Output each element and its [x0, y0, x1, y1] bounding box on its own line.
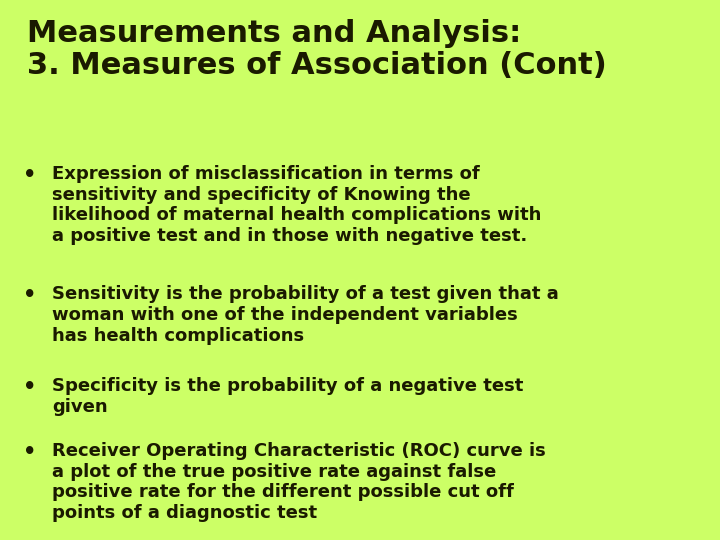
Text: Receiver Operating Characteristic (ROC) curve is
a plot of the true positive rat: Receiver Operating Characteristic (ROC) …	[52, 442, 546, 522]
Text: Measurements and Analysis:
3. Measures of Association (Cont): Measurements and Analysis: 3. Measures o…	[27, 19, 607, 80]
Text: Sensitivity is the probability of a test given that a
woman with one of the inde: Sensitivity is the probability of a test…	[52, 285, 559, 345]
Text: Specificity is the probability of a negative test
given: Specificity is the probability of a nega…	[52, 377, 523, 416]
Text: •: •	[23, 285, 37, 305]
Text: •: •	[23, 377, 37, 397]
Text: •: •	[23, 165, 37, 185]
Text: Expression of misclassification in terms of
sensitivity and specificity of Knowi: Expression of misclassification in terms…	[52, 165, 541, 245]
Text: •: •	[23, 442, 37, 462]
